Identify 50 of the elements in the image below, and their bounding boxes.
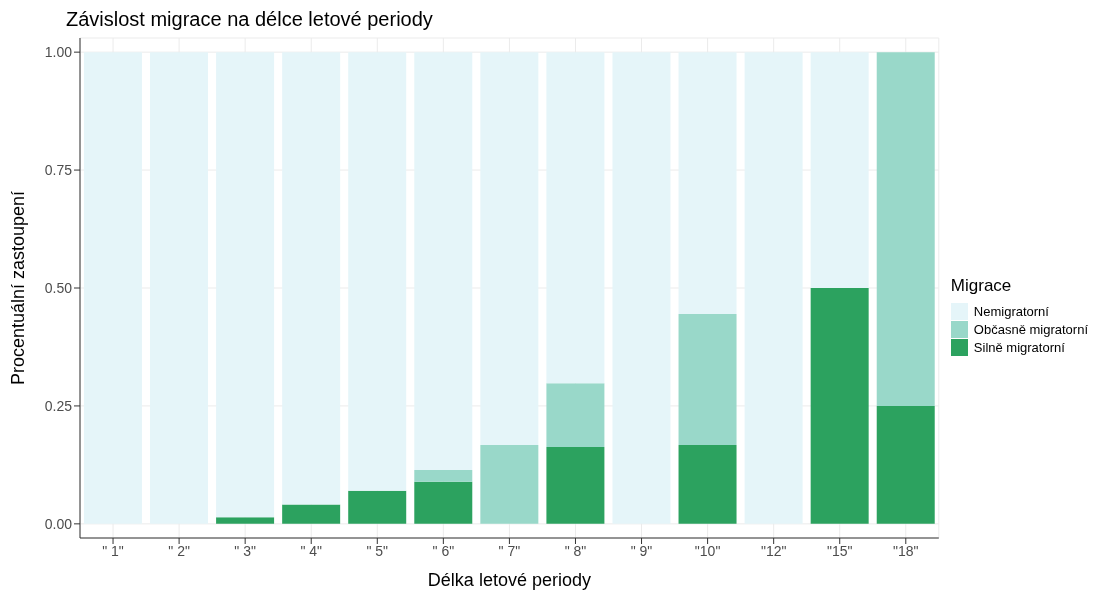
- y-axis-title: Procentuální zastoupení: [8, 190, 29, 386]
- bar: [810, 52, 869, 288]
- x-tick-label: " 7": [498, 542, 521, 559]
- bar: [678, 52, 737, 314]
- bar: [876, 52, 935, 406]
- y-tick-label: 0.75: [44, 162, 73, 179]
- x-tick-label: "15": [826, 542, 853, 559]
- y-tick-label: 0.00: [44, 515, 73, 532]
- legend-label: Silně migratorní: [973, 339, 1065, 355]
- bar: [480, 52, 539, 446]
- legend-label: Občasně migratorní: [973, 321, 1088, 337]
- y-tick-label: 1.00: [44, 44, 73, 61]
- bar: [282, 504, 341, 524]
- y-tick-label: 0.50: [44, 279, 73, 296]
- x-tick-label: "10": [694, 542, 721, 559]
- x-axis-title: Délka letové periody: [427, 570, 591, 590]
- bar: [216, 52, 275, 518]
- bar: [546, 446, 605, 524]
- x-tick-label: "12": [760, 542, 787, 559]
- bar: [678, 445, 737, 524]
- bar: [810, 288, 869, 524]
- bar: [216, 517, 275, 524]
- x-tick-label: " 2": [168, 542, 190, 559]
- x-tick-label: " 5": [366, 542, 389, 559]
- x-tick-label: "18": [893, 542, 919, 559]
- bar: [282, 52, 341, 505]
- y-tick-label: 0.25: [44, 397, 73, 414]
- bar: [678, 313, 737, 446]
- x-tick-label: " 9": [630, 542, 653, 559]
- bar: [612, 52, 671, 524]
- bar: [414, 481, 473, 524]
- bar: [546, 52, 605, 384]
- bar: [414, 52, 473, 471]
- bar: [348, 490, 407, 524]
- chart-title: Závislost migrace na délce letové periody: [65, 8, 434, 32]
- bar: [150, 52, 209, 524]
- bar: [480, 445, 539, 524]
- x-tick-label: " 1": [102, 542, 124, 559]
- legend-label: Nemigratorní: [973, 303, 1049, 319]
- x-tick-label: " 6": [432, 542, 455, 559]
- x-tick-label: " 4": [300, 542, 323, 559]
- bar: [546, 383, 605, 447]
- bar: [744, 52, 803, 524]
- bar: [876, 405, 935, 524]
- bar: [414, 470, 473, 482]
- x-tick-label: " 8": [564, 542, 587, 559]
- x-tick-label: " 3": [234, 542, 256, 559]
- bar: [83, 52, 142, 524]
- bar: [348, 52, 407, 491]
- legend-title: Migrace: [950, 276, 1013, 296]
